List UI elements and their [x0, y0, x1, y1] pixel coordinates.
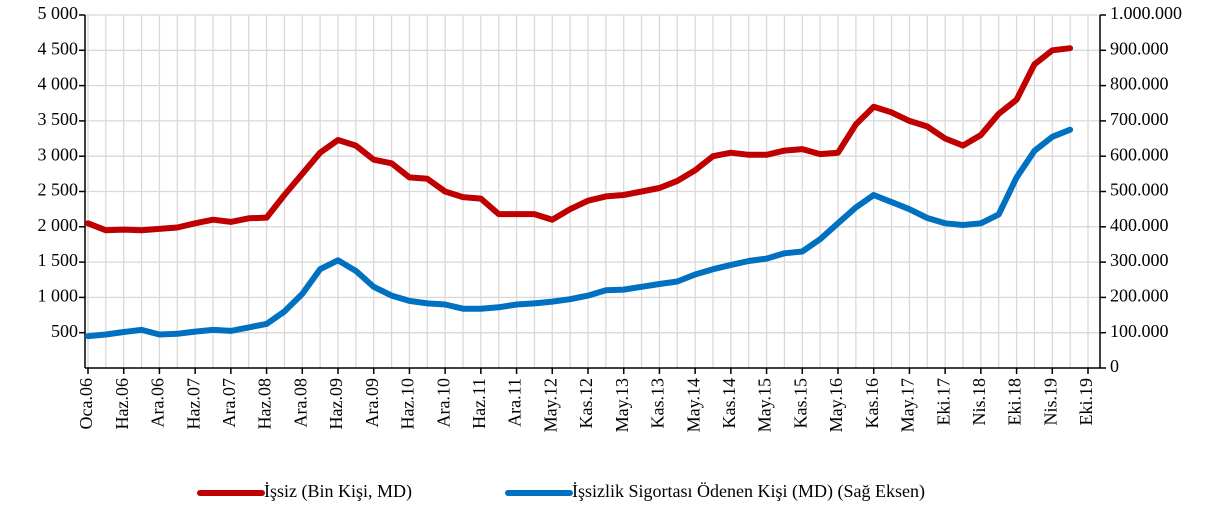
x-tick-label: May.17: [898, 378, 918, 432]
x-tick-label: Nis.19: [1040, 378, 1060, 426]
x-tick-label: Ara.06: [148, 378, 168, 427]
x-tick-label: Eki.18: [1005, 378, 1025, 426]
y-tick-label: 1 000: [38, 286, 79, 306]
x-tick-label: Ara.07: [219, 378, 239, 427]
x-tick-label: Haz.08: [255, 378, 275, 429]
x-tick-label: May.14: [683, 378, 703, 432]
x-tick-label: Ara.11: [505, 378, 525, 427]
x-tick-label: Kas.15: [790, 378, 810, 429]
x-tick-label: Haz.07: [183, 378, 203, 429]
x-tick-label: Kas.14: [719, 378, 739, 429]
x-tick-label: May.16: [826, 378, 846, 432]
y2-tick-label: 600.000: [1110, 144, 1169, 164]
y2-tick-label: 500.000: [1110, 180, 1169, 200]
x-tick-label: Ara.08: [290, 378, 310, 427]
y-tick-label: 2 000: [38, 215, 79, 235]
x-tick-label: Kas.16: [862, 378, 882, 429]
x-tick-label: May.13: [612, 378, 632, 432]
y2-tick-label: 300.000: [1110, 250, 1169, 270]
y-tick-label: 4 500: [38, 38, 79, 58]
x-tick-label: Oca.06: [76, 378, 96, 429]
y-tick-label: 2 500: [38, 180, 79, 200]
x-tick-label: Eki.17: [933, 378, 953, 426]
y-tick-label: 3 000: [38, 144, 79, 164]
y2-tick-label: 1.000.000: [1110, 3, 1182, 23]
y-tick-label: 500: [51, 321, 78, 341]
y2-tick-label: 100.000: [1110, 321, 1169, 341]
y-tick-label: 5 000: [38, 3, 79, 23]
legend-label: İşsizlik Sigortası Ödenen Kişi (MD) (Sağ…: [572, 481, 925, 502]
x-tick-label: Ara.09: [362, 378, 382, 427]
y2-tick-label: 800.000: [1110, 74, 1169, 94]
x-tick-label: Haz.10: [398, 378, 418, 429]
series-line: [85, 45, 1074, 234]
legend-label: İşsiz (Bin Kişi, MD): [264, 481, 412, 502]
y2-tick-label: 900.000: [1110, 38, 1169, 58]
y2-tick-label: 200.000: [1110, 286, 1169, 306]
y2-tick-label: 700.000: [1110, 109, 1169, 129]
x-tick-label: Kas.13: [648, 378, 668, 429]
x-tick-label: Eki.19: [1076, 378, 1096, 426]
y-tick-label: 4 000: [38, 74, 79, 94]
x-tick-label: Haz.11: [469, 378, 489, 429]
series-line: [85, 126, 1074, 340]
y-tick-label: 1 500: [38, 250, 79, 270]
y-tick-label: 3 500: [38, 109, 79, 129]
y2-tick-label: 0: [1110, 356, 1119, 376]
x-tick-label: Ara.10: [433, 378, 453, 427]
x-tick-label: Haz.09: [326, 378, 346, 429]
y2-tick-label: 400.000: [1110, 215, 1169, 235]
x-tick-label: Kas.12: [576, 378, 596, 429]
x-tick-label: May.15: [755, 378, 775, 432]
x-tick-label: May.12: [540, 378, 560, 432]
x-tick-label: Haz.06: [112, 378, 132, 429]
x-tick-label: Nis.18: [969, 378, 989, 426]
